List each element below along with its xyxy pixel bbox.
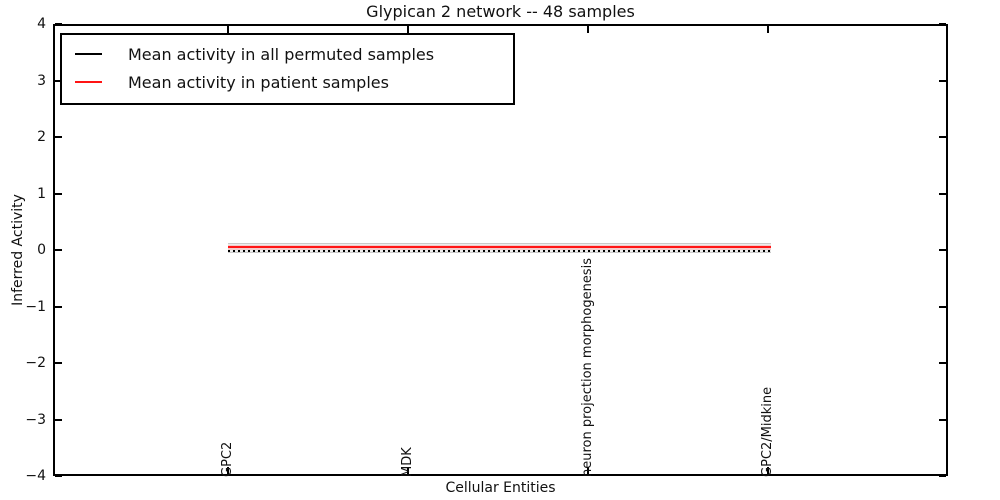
y-tick-label: 2 bbox=[37, 129, 46, 145]
y-tick-label: −1 bbox=[25, 298, 46, 315]
x-tick-mark-top bbox=[767, 26, 769, 33]
y-tick-mark-left bbox=[55, 418, 62, 421]
x-category-label-text: GPC2/Midkine bbox=[760, 386, 775, 477]
x-tick-mark-bottom bbox=[587, 467, 589, 474]
x-tick-mark-top bbox=[587, 26, 589, 33]
y-tick-mark-left bbox=[55, 136, 62, 138]
y-tick-mark-left bbox=[55, 79, 62, 82]
x-tick-mark-bottom bbox=[407, 467, 409, 474]
series-line-patient bbox=[228, 246, 771, 249]
x-tick-mark-top bbox=[227, 26, 229, 33]
y-tick-mark-right bbox=[939, 192, 946, 195]
y-tick-label: −2 bbox=[25, 355, 46, 371]
y-tick-label: 4 bbox=[37, 16, 46, 32]
y-tick-label: −4 bbox=[25, 468, 46, 484]
legend-line-sample-red bbox=[75, 81, 102, 83]
series-line-permuted bbox=[228, 249, 771, 252]
legend: Mean activity in all permuted samples Me… bbox=[60, 33, 515, 105]
y-tick-mark-left bbox=[55, 362, 62, 364]
legend-entry-patient: Mean activity in patient samples bbox=[62, 68, 513, 96]
y-tick-mark-left bbox=[55, 475, 62, 477]
y-tick-mark-left bbox=[55, 249, 62, 251]
y-tick-mark-right bbox=[939, 23, 946, 25]
y-tick-mark-right bbox=[939, 249, 946, 251]
x-tick-mark-top bbox=[407, 26, 409, 33]
x-tick-mark-bottom bbox=[767, 467, 769, 474]
legend-label: Mean activity in all permuted samples bbox=[128, 44, 435, 64]
y-tick-label: −3 bbox=[25, 411, 46, 428]
chart-title: Glypican 2 network -- 48 samples bbox=[366, 2, 635, 21]
legend-entry-permuted: Mean activity in all permuted samples bbox=[62, 40, 513, 68]
y-tick-mark-right bbox=[939, 475, 946, 477]
y-tick-label: 0 bbox=[37, 242, 46, 258]
y-tick-mark-right bbox=[939, 136, 946, 138]
legend-label: Mean activity in patient samples bbox=[128, 72, 389, 92]
x-category-label-text: GPC2 bbox=[220, 441, 235, 477]
y-tick-mark-right bbox=[939, 418, 946, 421]
y-tick-mark-left bbox=[55, 305, 62, 308]
y-tick-mark-right bbox=[939, 362, 946, 364]
y-tick-mark-right bbox=[939, 79, 946, 82]
x-axis-label: Cellular Entities bbox=[445, 480, 556, 496]
legend-line-sample-black bbox=[75, 53, 102, 55]
y-tick-label: 3 bbox=[37, 72, 46, 89]
y-tick-mark-left bbox=[55, 192, 62, 195]
x-tick-mark-bottom bbox=[227, 467, 229, 474]
y-tick-mark-left bbox=[55, 23, 62, 25]
y-tick-label: 1 bbox=[37, 185, 46, 202]
x-category-label-text: MDK bbox=[400, 447, 415, 477]
y-tick-mark-right bbox=[939, 305, 946, 308]
x-category-label-text: neuron projection morphogenesis bbox=[580, 258, 595, 477]
